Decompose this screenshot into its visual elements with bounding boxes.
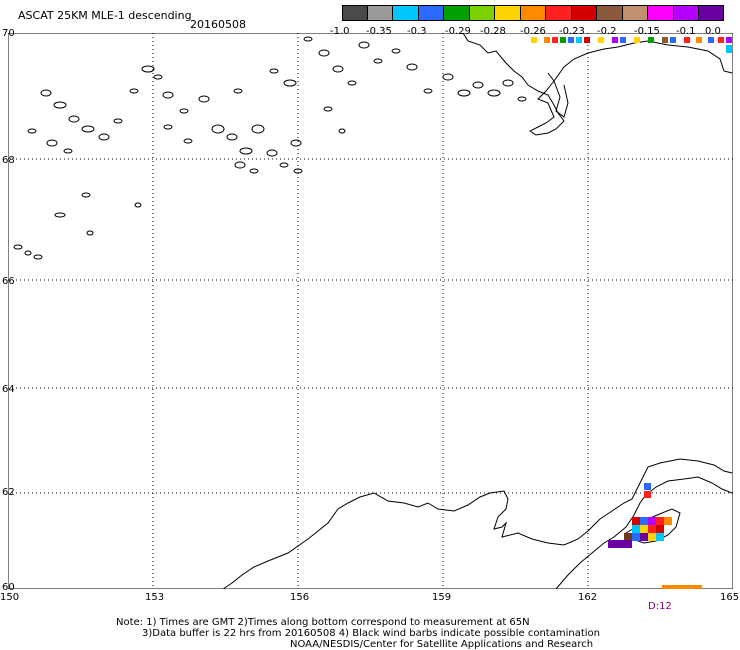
latitude-label: 70 — [2, 28, 15, 39]
latitude-label: 60 — [2, 582, 15, 593]
colorbar-swatch — [648, 5, 674, 21]
map-border — [8, 33, 733, 589]
longitude-label: 153 — [145, 592, 165, 603]
coastline-north-inlet — [547, 72, 569, 118]
coastline-north — [462, 33, 733, 136]
colorbar-swatch — [418, 5, 445, 21]
colorbar-label: -1.0 — [330, 26, 350, 37]
colorbar-swatch — [495, 5, 521, 21]
map-title: ASCAT 25KM MLE-1 descending — [18, 9, 192, 22]
latitude-label: 62 — [2, 487, 15, 498]
colorbar-swatch — [546, 5, 572, 21]
colorbar-swatch — [367, 5, 394, 21]
data-pixels — [531, 37, 732, 589]
longitude-label: 165 — [720, 592, 740, 603]
colorbar-swatch — [597, 5, 623, 21]
gridlines — [8, 33, 733, 589]
map-date: 20160508 — [190, 18, 246, 31]
colorbar-swatch — [622, 5, 649, 21]
latitude-label: 68 — [2, 155, 15, 166]
colorbar-label: -0.29 — [445, 26, 471, 37]
colorbar-swatch — [520, 5, 547, 21]
colorbar-label: -0.23 — [559, 26, 585, 37]
colorbar-swatch — [571, 5, 598, 21]
colorbar-frame — [342, 5, 724, 21]
coastline-south — [222, 458, 733, 589]
colorbar-label: -0.2 — [597, 26, 617, 37]
latitude-label: 64 — [2, 384, 15, 395]
colorbar-label: -0.15 — [634, 26, 660, 37]
colorbar-label: -0.35 — [366, 26, 392, 37]
longitude-label: 162 — [578, 592, 598, 603]
map-area — [8, 33, 733, 589]
colorbar-swatch — [393, 5, 419, 21]
contour-blobs — [13, 36, 527, 260]
footer-line-1: Note: 1) Times are GMT 2)Times along bot… — [116, 617, 530, 628]
coastline-south-lower — [555, 476, 733, 589]
latitude-label: 66 — [2, 276, 15, 287]
colorbar-swatch — [673, 5, 700, 21]
longitude-label: 150 — [0, 592, 20, 603]
footer-line-2: 3)Data buffer is 22 hrs from 20160508 4)… — [142, 628, 600, 639]
colorbar — [342, 5, 724, 21]
colorbar-swatch — [699, 5, 724, 21]
colorbar-label: -0.1 — [676, 26, 696, 37]
colorbar-swatch — [444, 5, 470, 21]
colorbar-label: -0.28 — [480, 26, 506, 37]
longitude-label: 156 — [290, 592, 310, 603]
colorbar-label: -0.3 — [407, 26, 427, 37]
footer-line-3: NOAA/NESDIS/Center for Satellite Applica… — [290, 639, 594, 650]
colorbar-label: -0.26 — [520, 26, 546, 37]
d-label: D:12 — [648, 601, 672, 612]
colorbar-swatch — [342, 5, 368, 21]
colorbar-swatch — [469, 5, 496, 21]
longitude-label: 159 — [432, 592, 452, 603]
colorbar-label: 0.0 — [705, 26, 721, 37]
